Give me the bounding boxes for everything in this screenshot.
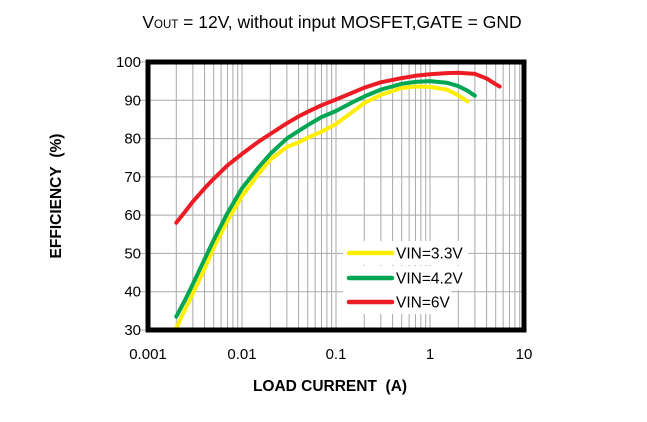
curve-vin-6v [174,70,502,225]
y-axis-title: EFFICIENCY (%) [48,133,65,259]
y-tick-label: 80 [124,131,141,148]
legend-label-3: VIN=6V [396,295,451,312]
x-tick-label: 10 [516,346,533,363]
y-tick-label: 60 [124,207,141,224]
y-tick-label: 30 [124,322,141,339]
title-rest: = 12V, without input MOSFET,GATE = GND [178,12,522,32]
title-prefix: V [142,12,155,32]
y-tick-label: 40 [124,284,141,301]
y-tick-label: 90 [124,92,141,109]
curve-vin-4-2v [174,79,477,319]
plot-frame [145,59,527,333]
y-tick-label: 50 [124,245,141,262]
legend-label-1: VIN=3.3V [396,246,463,263]
x-tick-label: 0.001 [129,346,167,363]
y-tick-label: 100 [116,54,141,71]
chart-title: VOUT = 12V, without input MOSFET,GATE = … [10,10,647,34]
x-tick-label: 0.1 [326,346,347,363]
legend-label-2: VIN=4.2V [396,271,463,288]
y-tick-label: 70 [124,169,141,186]
x-tick-label: 0.01 [227,346,256,363]
x-axis-title: LOAD CURRENT (A) [252,378,408,395]
title-subscript: OUT [154,19,179,31]
x-tick-label: 1 [426,346,434,363]
curve-vin-3-3v [174,84,470,331]
